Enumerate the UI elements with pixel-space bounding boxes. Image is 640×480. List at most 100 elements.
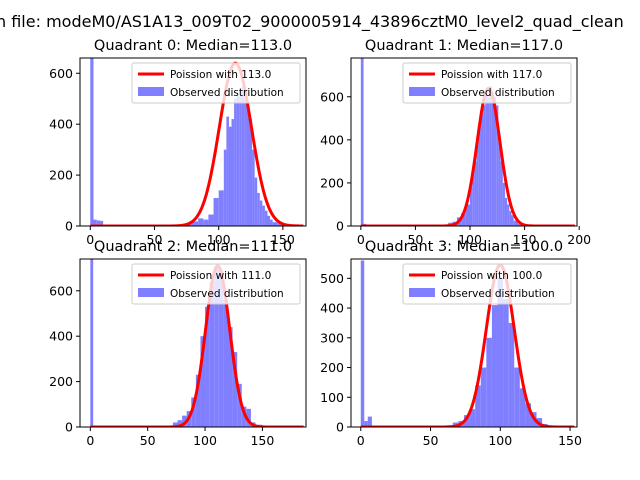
x-tick-label: 0 [86,433,94,448]
hist-bar [259,200,263,226]
poisson-curve [360,263,575,427]
hist-bar [272,222,278,226]
x-tick-label: 0 [357,433,365,448]
hist-bar [491,92,495,226]
hist-bar [96,220,100,226]
panel-3: 0 50 100 150 0 100 200 300 400 500 Quadrant 3: Med… [320,239,582,448]
legend-bar-swatch [138,288,164,297]
y-tick-label: 0 [65,219,73,234]
panel-title: Quadrant 3: Median=100.0 [365,239,563,255]
x-tick-label: 0 [86,232,94,247]
panel-0: 0 50 100 150 0 200 400 600 Quadrant 0: Median=11… [49,38,307,247]
legend-bar-label: Observed distribution [170,87,284,99]
hist-bar [519,388,526,427]
x-tick-label: 100 [458,232,482,247]
y-tick-label: 0 [336,219,344,234]
hist-bar [494,96,497,226]
hist-bar [241,406,247,427]
hist-bar [489,86,492,226]
legend-box [402,263,572,305]
x-tick-label: 150 [513,232,537,247]
hist-bar [513,220,519,226]
x-tick-label: 0 [357,232,365,247]
y-tick-label: 600 [49,66,73,81]
hist-bar [90,58,94,226]
y-tick-label: 200 [49,374,73,389]
hist-bar [214,268,219,427]
y-tick-label: 600 [49,283,73,298]
legend: Poission with 117.0 Observed distribution [402,62,572,104]
hist-bar [209,281,215,427]
hist-bar [228,126,232,226]
y-tick-label: 400 [49,117,73,132]
legend-bar-swatch [138,87,164,96]
hist-bar [270,219,273,226]
hist-bar [504,198,508,226]
hist-bar [464,415,470,427]
hist-bar [226,116,229,226]
legend: Poission with 100.0 Observed distribution [402,263,572,305]
hist-bar [241,86,245,226]
x-tick-label: 50 [423,433,439,448]
poisson-curve [90,61,304,226]
hist-bar [200,336,206,427]
hist-bar [252,149,255,226]
hist-bar [198,218,204,226]
hist-bar [503,299,509,427]
x-tick-label: 100 [488,433,512,448]
x-tick-label: 50 [147,232,163,247]
legend-bar-swatch [409,288,435,297]
x-tick-label: 50 [407,232,423,247]
hist-bar [478,124,481,226]
hist-bar [254,177,258,226]
y-tick-label: 400 [49,329,73,344]
hist-bar [497,278,504,427]
hist-bar [491,305,498,427]
hist-bar [509,210,512,226]
legend-box [131,62,301,104]
legend-line-label: Poission with 117.0 [441,69,542,81]
axes-frame [350,258,578,428]
hist-bar [483,105,486,226]
y-tick-label: 0 [336,420,344,435]
hist-bar [227,327,233,427]
legend-bar-label: Observed distribution [170,288,284,300]
x-tick-label: 150 [558,433,582,448]
legend-box [131,263,301,305]
hist-bar [525,403,531,427]
y-tick-label: 200 [320,175,344,190]
hist-bar [511,215,514,226]
hist-bar [90,259,94,427]
hist-bar [264,210,268,226]
x-tick-label: 200 [567,232,591,247]
hist-bar [172,422,178,427]
hist-bar [508,322,515,427]
hist-bar [218,190,224,226]
legend: Poission with 111.0 Observed distribution [131,263,301,305]
hist-bar [223,299,228,427]
hist-bar [498,133,501,226]
legend-line-label: Poission with 113.0 [170,69,271,81]
hist-bar [360,58,364,226]
hist-bar [234,98,237,226]
legend-line-label: Poission with 111.0 [170,270,271,282]
hist-bar [187,222,193,226]
panels: 0 50 100 150 0 200 400 600 Quadrant 0: Median=11… [49,38,591,448]
legend: Poission with 113.0 Observed distribution [131,62,301,104]
hist-bar [367,416,372,427]
y-tick-label: 100 [320,390,344,405]
hist-bar [277,223,283,226]
hist-bar [231,119,235,226]
y-tick-label: 300 [320,330,344,345]
hist-bar [502,182,505,226]
hist-bar [208,214,214,226]
hist-bar [514,367,520,427]
hist-bar [237,383,242,427]
plot-area [360,260,575,427]
hist-bar [182,415,187,427]
hist-bar [232,352,238,427]
x-tick-label: 100 [207,232,231,247]
y-tick-label: 200 [49,168,73,183]
hist-bar [496,105,499,226]
